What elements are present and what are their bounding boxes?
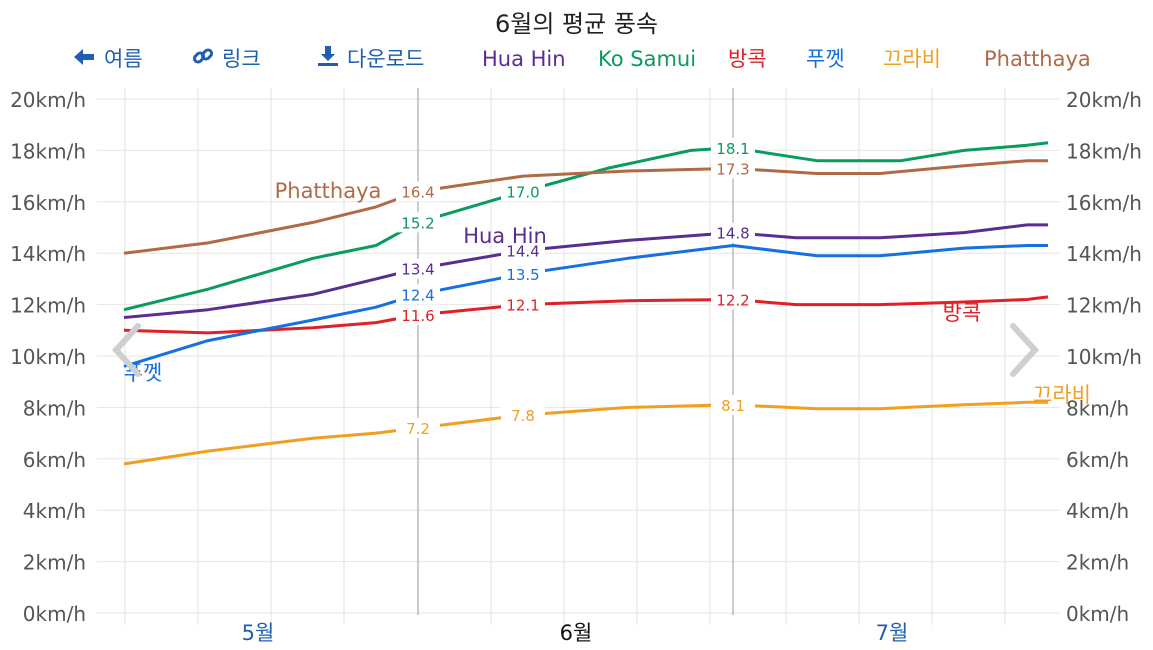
y-tick-label-right: 20km/h [1066,88,1142,112]
chevron-right-icon[interactable] [1010,323,1040,377]
legend-item-krabi[interactable]: 끄라비 [883,47,941,71]
y-tick-label-right: 12km/h [1066,294,1142,318]
value-label-krabi: 7.2 [406,420,430,438]
series-name-label-hua-hin: Hua Hin [463,224,547,248]
toolbar: 여름 링크 다운로드 Hua Hin Ko Samui 방콕 푸껫 끄라비 Ph… [0,44,1153,74]
y-tick-label-right: 4km/h [1066,499,1129,523]
value-label-ko-samui: 15.2 [401,214,434,232]
download-button[interactable]: 다운로드 [317,44,424,75]
x-tick-label: 7월 [876,621,909,645]
value-label-bg [396,212,440,233]
series-name-label-krabi: 끄라비 [1033,383,1091,407]
y-tick-label-left: 12km/h [10,294,86,318]
y-tick-label-left: 20km/h [10,88,86,112]
value-label-krabi: 7.8 [511,407,535,425]
y-tick-label-left: 10km/h [10,345,86,369]
value-label-bg [396,417,440,438]
y-tick-label-right: 2km/h [1066,551,1129,575]
value-label-bg [711,289,755,310]
value-label-phatthaya: 16.4 [401,184,434,202]
value-label-bg [711,158,755,179]
series-line-phuket [123,244,1048,368]
value-label-bg [711,137,755,158]
legend-item-phuket[interactable]: 푸껫 [806,47,845,71]
value-label-ko-samui: 18.1 [716,140,749,158]
y-tick-label-right: 8km/h [1066,396,1129,420]
value-label-bg [501,263,545,284]
value-label-bg [711,222,755,243]
value-label-phuket: 13.5 [506,266,539,284]
legend-item-ko-samui[interactable]: Ko Samui [598,47,697,71]
chart-title: 6월의 평균 풍속 [494,10,658,38]
chevron-left-icon[interactable] [111,323,141,377]
download-icon [317,45,339,75]
summer-nav-button[interactable]: 여름 [72,44,143,75]
y-tick-label-left: 2km/h [23,551,86,575]
value-label-hua-hin: 14.8 [716,225,749,243]
value-label-bangkok: 12.2 [716,291,749,309]
arrow-left-icon [72,45,96,75]
y-tick-label-left: 6km/h [23,448,86,472]
y-tick-label-left: 4km/h [23,499,86,523]
y-tick-label-right: 14km/h [1066,242,1142,266]
series-name-label-phatthaya: Phatthaya [275,179,382,203]
y-tick-label-left: 14km/h [10,242,86,266]
value-label-bg [396,284,440,305]
download-label: 다운로드 [347,47,425,71]
series-line-hua-hin [123,223,1048,319]
value-label-bg [501,181,545,202]
series-line-ko-samui [123,141,1049,312]
summer-nav-label: 여름 [104,47,143,71]
value-label-bangkok: 12.1 [506,297,539,315]
value-label-bg [396,181,440,202]
series-line-krabi [123,400,1048,466]
y-tick-label-left: 18km/h [10,139,86,163]
value-label-bangkok: 11.6 [401,307,434,325]
value-label-bg [396,304,440,325]
y-tick-label-left: 0km/h [23,602,86,626]
x-tick-label: 6월 [560,621,593,645]
value-label-bg [396,258,440,279]
x-tick-label: 5월 [242,621,275,645]
value-label-bg [711,394,755,415]
link-icon [192,45,214,75]
legend-item-hua-hin[interactable]: Hua Hin [482,47,566,71]
series-name-label-bangkok: 방콕 [943,301,982,325]
value-label-ko-samui: 17.0 [506,184,539,202]
series-line-phatthaya [123,159,1048,255]
value-label-phatthaya: 17.3 [716,160,749,178]
value-label-hua-hin: 14.4 [506,243,539,261]
link-button[interactable]: 링크 [192,44,261,75]
value-label-krabi: 8.1 [721,397,745,415]
value-label-bg [501,294,545,315]
value-label-phuket: 12.4 [401,286,434,304]
value-label-bg [501,405,545,426]
legend-item-bangkok[interactable]: 방콕 [728,47,767,71]
series-line-bangkok [123,295,1049,335]
y-tick-label-left: 8km/h [23,396,86,420]
link-label: 링크 [222,47,261,71]
value-label-bg [501,240,545,261]
y-tick-label-right: 16km/h [1066,191,1142,215]
y-tick-label-right: 18km/h [1066,139,1142,163]
legend-item-phatthaya[interactable]: Phatthaya [984,47,1091,71]
y-tick-label-right: 6km/h [1066,448,1129,472]
y-tick-label-right: 10km/h [1066,345,1142,369]
value-label-hua-hin: 13.4 [401,261,434,279]
y-tick-label-left: 16km/h [10,191,86,215]
y-tick-label-right: 0km/h [1066,602,1129,626]
